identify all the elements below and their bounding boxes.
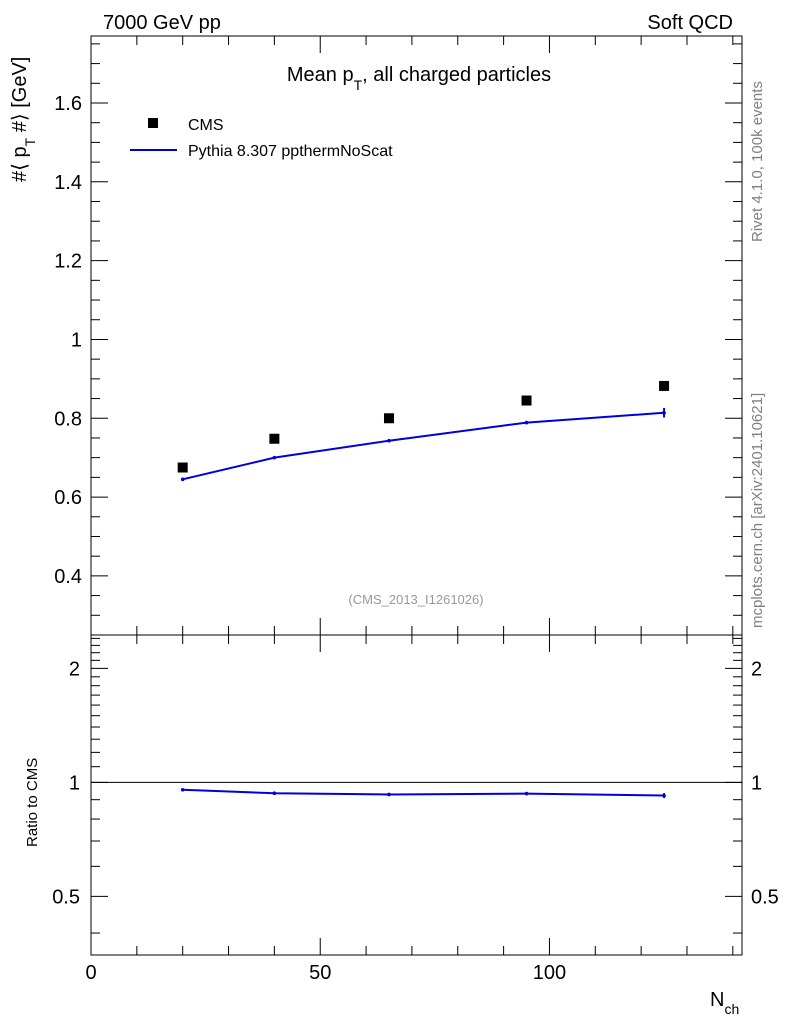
- pythia-point: [524, 420, 529, 425]
- header-left: 7000 GeV pp: [103, 12, 221, 34]
- cms-data-point: [269, 433, 280, 444]
- main-y-ticks: 0.4 0.6 0.8 1 1.2 1.4 1.6: [54, 43, 742, 636]
- main-y-tick-label: 1: [71, 329, 82, 351]
- ratio-series-layer: [91, 781, 742, 799]
- cms-data-point: [383, 413, 394, 424]
- ratio-point: [180, 787, 185, 792]
- legend-marker-cms: [148, 118, 158, 128]
- pythia-point: [387, 438, 391, 443]
- cms-data-point: [659, 380, 670, 391]
- ratio-y-axis-label: Ratio to CMS: [24, 758, 41, 847]
- ratio-point: [662, 793, 666, 798]
- pythia-point: [662, 410, 666, 415]
- main-y-tick-label: 1.4: [54, 172, 82, 194]
- main-y-tick-label: 0.4: [54, 566, 82, 588]
- ratio-y-tick-label: 0.5: [52, 886, 80, 908]
- main-plot-title: Mean pT, all charged particles: [287, 64, 551, 93]
- main-y-tick-label: 1.6: [54, 93, 82, 115]
- header-right: Soft QCD: [647, 12, 733, 34]
- ratio-y-tick-label-right: 1: [751, 772, 762, 794]
- ratio-y-ticks: 0.5 0.5 1 1 2 2: [52, 637, 779, 934]
- cms-data-point: [521, 395, 532, 406]
- ratio-y-tick-label: 2: [69, 658, 80, 680]
- ratio-point: [524, 791, 529, 796]
- ratio-y-tick-label-right: 0.5: [751, 886, 779, 908]
- x-tick-label: 100: [533, 962, 566, 984]
- rivet-version-label: Rivet 4.1.0, 100k events: [749, 81, 766, 242]
- ratio-line: [182, 788, 665, 797]
- cms-data-point: [177, 462, 188, 473]
- pythia-line: [182, 411, 665, 481]
- main-series-layer: [177, 380, 670, 482]
- main-y-tick-label: 0.8: [54, 408, 82, 430]
- pythia-point: [272, 455, 277, 460]
- main-plot-panel: 0.4 0.6 0.8 1 1.2 1.4 1.6 Mean pT, all charged…: [9, 35, 743, 636]
- legend-label-cms: CMS: [188, 117, 224, 134]
- ratio-y-tick-label-right: 2: [751, 658, 762, 680]
- main-y-axis-label: #⟨ pT #⟩ [GeV]: [9, 57, 38, 182]
- x-axis-label: Nch: [710, 989, 739, 1017]
- mcplots-label: mcplots.cern.ch [arXiv:2401.10621]: [749, 393, 766, 628]
- x-tick-label: 0: [85, 962, 96, 984]
- legend: CMS Pythia 8.307 ppthermNoScat: [130, 117, 393, 160]
- analysis-id-annotation: (CMS_2013_I1261026): [348, 592, 483, 607]
- x-tick-label: 50: [309, 962, 331, 984]
- main-y-tick-label: 1.2: [54, 251, 82, 273]
- pythia-point: [180, 477, 185, 482]
- legend-label-pythia: Pythia 8.307 ppthermNoScat: [188, 143, 393, 160]
- main-y-tick-label: 0.6: [54, 487, 82, 509]
- ratio-plot-panel: 0.5 0.5 1 1 2 2 0 50 100 Ratio to CMS Nch: [24, 634, 779, 1017]
- ratio-plot-frame: [90, 634, 743, 956]
- ratio-x-ticks: 0 50 100: [85, 635, 734, 984]
- main-x-ticks: [90, 36, 734, 635]
- ratio-point: [387, 792, 391, 797]
- ratio-point: [272, 791, 277, 796]
- ratio-y-tick-label: 1: [69, 772, 80, 794]
